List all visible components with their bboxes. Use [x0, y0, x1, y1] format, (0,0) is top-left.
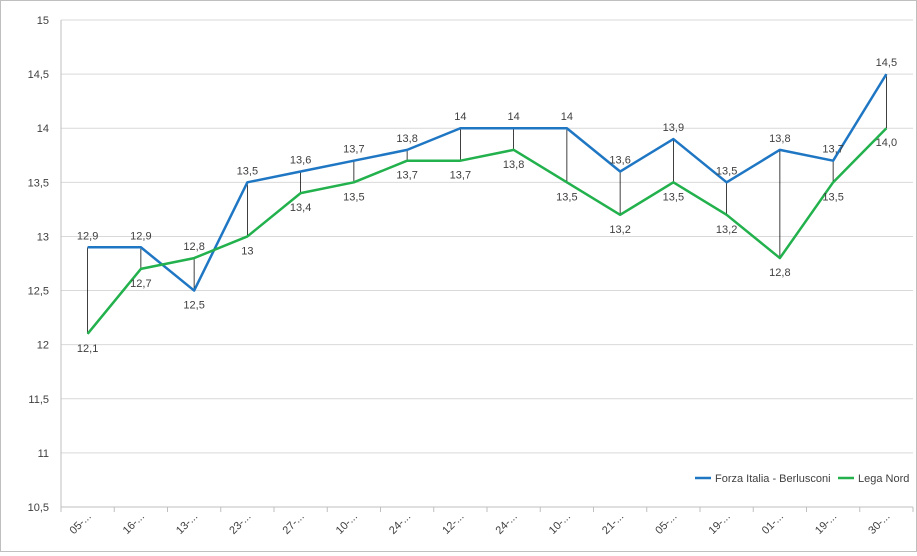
data-label-forza-italia: 14,5 — [876, 57, 897, 69]
data-label-forza-italia: 13,8 — [769, 133, 790, 145]
data-label-lega-nord: 13,5 — [556, 191, 577, 203]
data-label-lega-nord: 13,2 — [609, 224, 630, 236]
data-label-lega-nord: 13,5 — [822, 191, 843, 203]
data-label-forza-italia: 13,7 — [343, 144, 364, 156]
x-tick-label: 19-... — [707, 511, 733, 537]
data-label-forza-italia: 14 — [508, 111, 520, 123]
data-label-forza-italia: 12,9 — [77, 230, 98, 242]
x-tick-label: 24-... — [494, 511, 520, 537]
data-label-lega-nord: 13,7 — [450, 170, 471, 182]
data-label-lega-nord: 13,5 — [663, 191, 684, 203]
y-tick-label: 14 — [37, 123, 49, 135]
series-line-lega-nord — [86, 127, 888, 335]
data-label-forza-italia: 13,9 — [663, 122, 684, 134]
series-layer — [86, 73, 888, 335]
data-label-layer: 12,9 12,1 12,9 12,7 12,5 12,8 13,5 13 13,6 13,4 13… — [77, 57, 897, 355]
x-tick-label: 21-... — [600, 511, 626, 537]
data-label-lega-nord: 12,8 — [769, 267, 790, 279]
x-tick-label: 05-... — [68, 511, 94, 537]
x-tick-label: 05-... — [653, 511, 679, 537]
y-tick-label: 10,5 — [28, 502, 49, 514]
data-label-lega-nord: 13,2 — [716, 224, 737, 236]
legend-label: Forza Italia - Berlusconi — [715, 473, 831, 485]
legend-label: Lega Nord — [858, 473, 909, 485]
y-tick-label: 14,5 — [28, 69, 49, 81]
x-tick-label: 24-... — [387, 511, 413, 537]
data-label-forza-italia: 13,8 — [396, 133, 417, 145]
data-label-forza-italia: 13,5 — [237, 165, 258, 177]
y-tick-label: 12 — [37, 340, 49, 352]
data-label-lega-nord: 12,8 — [183, 241, 204, 253]
data-label-lega-nord: 13,5 — [343, 191, 364, 203]
x-tick-label: 10-... — [334, 511, 360, 537]
data-label-forza-italia: 13,7 — [822, 144, 843, 156]
data-label-forza-italia: 13,6 — [290, 155, 311, 167]
x-tick-label: 19-... — [813, 511, 839, 537]
y-tick-label: 12,5 — [28, 286, 49, 298]
x-tick-label: 01-... — [760, 511, 786, 537]
data-label-forza-italia: 12,5 — [183, 300, 204, 312]
data-label-lega-nord: 13,7 — [396, 170, 417, 182]
data-label-lega-nord: 12,1 — [77, 343, 98, 355]
x-tick-label: 10-... — [547, 511, 573, 537]
high-low-lines-layer — [87, 74, 887, 334]
series-line-forza-italia — [87, 73, 888, 292]
y-tick-label: 13 — [37, 231, 49, 243]
x-tick-label: 23-... — [227, 511, 253, 537]
y-tick-label: 15 — [37, 15, 49, 27]
y-tick-label: 13,5 — [28, 177, 49, 189]
x-tick-label: 30-... — [866, 511, 892, 537]
data-label-forza-italia: 12,9 — [130, 230, 151, 242]
legend: Forza Italia - Berlusconi Lega Nord — [695, 473, 909, 485]
x-tick-label: 13-... — [174, 511, 200, 537]
data-label-lega-nord: 14,0 — [876, 137, 897, 149]
data-label-forza-italia: 14 — [454, 111, 466, 123]
data-label-forza-italia: 13,5 — [716, 165, 737, 177]
data-label-lega-nord: 13,4 — [290, 202, 311, 214]
x-tick-label: 16-... — [121, 511, 147, 537]
data-label-lega-nord: 13,8 — [503, 159, 524, 171]
data-label-lega-nord: 13 — [241, 245, 253, 257]
data-label-forza-italia: 14 — [561, 111, 573, 123]
x-tick-label: 27-... — [281, 511, 307, 537]
y-tick-label: 11 — [38, 448, 49, 460]
data-label-lega-nord: 12,7 — [130, 278, 151, 290]
grid-layer — [61, 19, 913, 508]
y-tick-label: 11,5 — [28, 394, 49, 406]
x-tick-label: 12-... — [440, 511, 466, 537]
data-label-forza-italia: 13,6 — [609, 155, 630, 167]
